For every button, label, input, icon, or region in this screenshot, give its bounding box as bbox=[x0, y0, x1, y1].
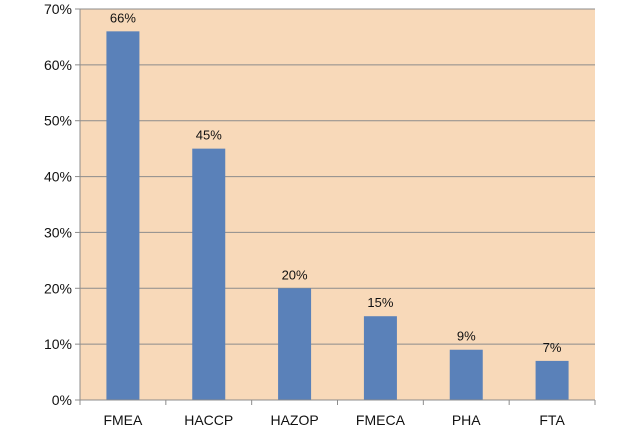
y-tick-label: 10% bbox=[44, 336, 72, 352]
y-tick-label: 50% bbox=[44, 113, 72, 129]
bars bbox=[106, 31, 569, 400]
x-category-label-fta: FTA bbox=[539, 412, 565, 428]
data-label-fta: 7% bbox=[543, 340, 562, 355]
bar-fta bbox=[535, 360, 569, 400]
data-label-fmeca: 15% bbox=[367, 295, 393, 310]
data-label-haccp: 45% bbox=[196, 128, 222, 143]
y-tick-label: 60% bbox=[44, 57, 72, 73]
y-tick-label: 0% bbox=[52, 392, 72, 408]
x-axis bbox=[79, 399, 596, 405]
x-category-label-hazop: HAZOP bbox=[270, 412, 318, 428]
x-axis-category-labels: FMEA HACCP HAZOP FMECA PHA FTA bbox=[103, 412, 565, 428]
gridlines bbox=[75, 8, 595, 401]
bar-fmeca bbox=[363, 316, 397, 400]
x-category-label-fmea: FMEA bbox=[103, 412, 143, 428]
y-tick-label: 70% bbox=[44, 1, 72, 17]
x-category-label-haccp: HACCP bbox=[184, 412, 233, 428]
y-axis-tick-labels: 0% 10% 20% 30% 40% 50% 60% 70% bbox=[44, 1, 72, 408]
data-label-fmea: 66% bbox=[110, 10, 136, 25]
y-tick-label: 40% bbox=[44, 169, 72, 185]
bar-hazop bbox=[278, 288, 312, 400]
y-tick-label: 20% bbox=[44, 280, 72, 296]
bar-fmea bbox=[106, 31, 140, 400]
plot-area bbox=[80, 9, 595, 400]
bar-data-labels: 66% 45% 20% 15% 9% 7% bbox=[110, 10, 562, 355]
data-label-hazop: 20% bbox=[282, 267, 308, 282]
y-tick-label: 30% bbox=[44, 224, 72, 240]
x-category-label-pha: PHA bbox=[452, 412, 481, 428]
bar-haccp bbox=[192, 148, 226, 400]
bar-pha bbox=[449, 349, 483, 400]
x-category-label-fmeca: FMECA bbox=[356, 412, 406, 428]
data-label-pha: 9% bbox=[457, 329, 476, 344]
